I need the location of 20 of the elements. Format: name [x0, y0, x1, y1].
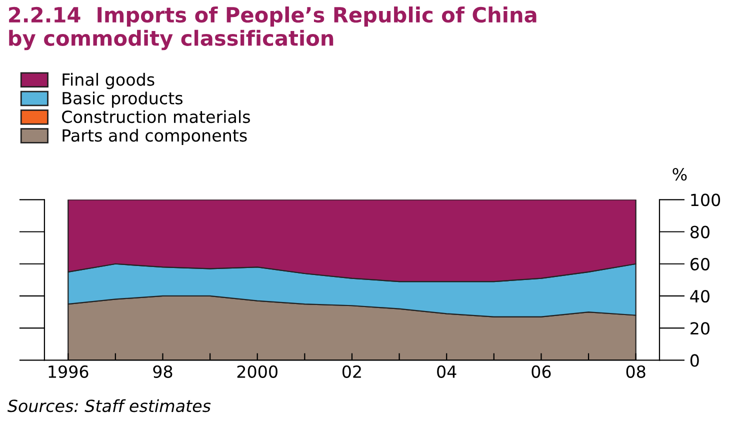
y-axis-title: % — [672, 168, 687, 181]
chart-title: 2.2.14 Imports of People’s Republic of China by commodity classification — [9, 6, 536, 50]
x-tick-label: 2000 — [237, 365, 278, 378]
x-tick-label: 98 — [153, 365, 172, 378]
x-tick-label: 04 — [437, 365, 456, 378]
y-tick-label: 60 — [690, 258, 710, 270]
x-tick-label: 06 — [532, 365, 551, 378]
legend-label: Parts and components — [62, 128, 247, 145]
legend-label: Final goods — [62, 72, 154, 90]
x-tick-label: 08 — [626, 365, 646, 378]
legend-label: Basic products — [62, 92, 182, 108]
x-tick-label: 02 — [342, 365, 361, 378]
y-tick-label: 20 — [690, 322, 710, 335]
y-tick-label: 80 — [690, 226, 710, 238]
legend-label: Construction materials — [62, 110, 250, 124]
y-tick-label: 0 — [690, 354, 699, 367]
y-tick-label: 100 — [691, 194, 720, 206]
x-tick-label: 1996 — [48, 365, 88, 378]
y-tick-label: 40 — [690, 290, 710, 303]
source-note: Sources: Staff estimates — [8, 399, 211, 412]
